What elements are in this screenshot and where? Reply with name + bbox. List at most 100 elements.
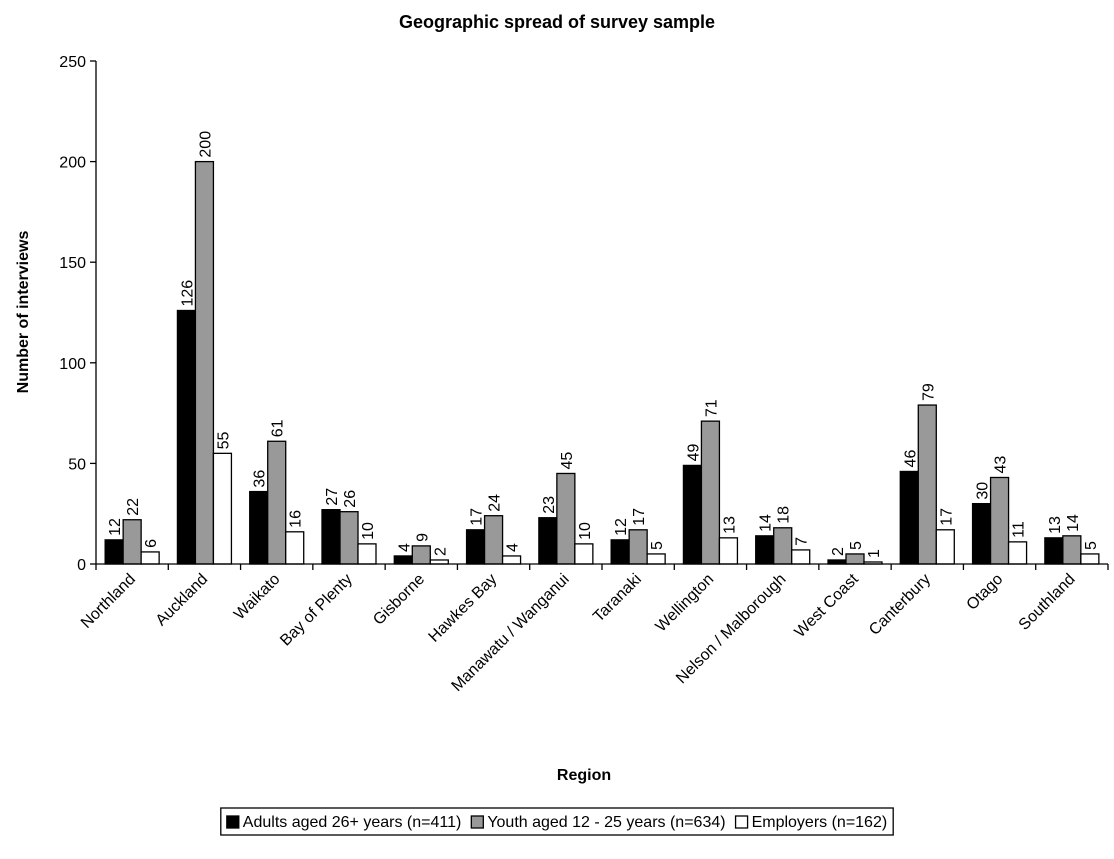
data-label-series-2-12: 79	[920, 383, 937, 401]
bar-series-2-5	[411, 545, 431, 565]
data-label-series-1-13: 30	[975, 482, 992, 500]
x-axis-title: Region	[557, 767, 611, 784]
x-tick-label-6: Hawkes Bay	[426, 571, 501, 646]
bar-series-1-10	[755, 535, 775, 565]
data-label-series-1-1: 12	[107, 518, 124, 536]
legend-label-3: Employers (n=162)	[752, 814, 888, 831]
bar-series-2-2	[194, 160, 215, 565]
bar-series-2-6	[483, 515, 504, 565]
y-tick-label-4: 150	[59, 255, 86, 272]
legend-swatch-1	[226, 815, 240, 829]
bar-series-1-6	[465, 529, 486, 565]
data-label-series-2-3: 61	[270, 419, 287, 437]
x-tick-label-9: Wellington	[653, 571, 718, 636]
legend-box	[220, 807, 894, 836]
data-label-series-1-6: 17	[469, 508, 486, 526]
bar-series-1-12	[899, 470, 919, 565]
data-label-series-3-8: 5	[649, 541, 666, 550]
data-label-series-2-10: 18	[776, 506, 793, 524]
data-label-series-3-6: 4	[505, 543, 522, 552]
bar-series-1-7	[538, 517, 558, 565]
legend-item-1: Adults aged 26+ years (n=411)	[226, 814, 462, 831]
data-label-series-1-4: 27	[324, 488, 341, 506]
data-label-series-3-9: 13	[721, 516, 738, 534]
data-label-series-2-9: 71	[703, 399, 720, 417]
bar-series-2-3	[267, 440, 287, 565]
legend: Adults aged 26+ years (n=411) Youth aged …	[220, 807, 894, 836]
bar-series-2-12	[917, 404, 937, 565]
data-label-series-3-4: 10	[360, 522, 377, 540]
legend-swatch-3	[734, 815, 749, 829]
y-tick-label-6: 250	[59, 54, 86, 71]
data-label-series-2-14: 14	[1065, 514, 1082, 532]
bar-series-3-10	[791, 549, 811, 565]
data-label-series-3-14: 5	[1083, 541, 1100, 550]
legend-item-3: Employers (n=162)	[734, 814, 888, 831]
data-label-series-3-12: 17	[938, 508, 955, 526]
x-tick-label-2: Auckland	[153, 571, 212, 630]
bar-series-3-7	[574, 543, 594, 565]
x-tick-label-4: Bay of Plenty	[277, 571, 356, 650]
data-label-series-3-3: 16	[288, 510, 305, 528]
legend-label-1: Adults aged 26+ years (n=411)	[243, 814, 462, 831]
data-label-series-3-7: 10	[577, 522, 594, 540]
bar-series-2-8	[628, 529, 648, 565]
legend-label-2: Youth aged 12 - 25 years (n=634)	[487, 814, 725, 831]
data-label-series-2-7: 45	[559, 452, 576, 470]
bar-series-1-3	[249, 490, 269, 565]
bar-series-1-1	[104, 539, 124, 565]
bar-series-2-1	[122, 519, 142, 565]
data-label-series-1-11: 2	[830, 547, 847, 556]
data-label-series-2-4: 26	[342, 490, 359, 508]
legend-item-2: Youth aged 12 - 25 years (n=634)	[470, 814, 726, 831]
data-label-series-2-11: 5	[848, 541, 865, 550]
x-tick-label-3: Waikato	[231, 571, 284, 624]
data-label-series-1-9: 49	[685, 444, 702, 462]
y-axis-title: Number of interviews	[15, 231, 32, 394]
chart-title: Geographic spread of survey sample	[399, 12, 715, 32]
data-label-series-2-1: 22	[125, 498, 142, 516]
bar-series-2-7	[556, 472, 576, 565]
x-tick-label-11: West Coast	[792, 570, 863, 641]
data-label-series-1-2: 126	[179, 280, 196, 307]
bar-series-2-11	[845, 553, 865, 565]
bar-series-2-9	[700, 420, 721, 565]
data-label-series-2-2: 200	[197, 131, 214, 158]
x-tick-label-1: Northland	[78, 571, 139, 632]
bar-series-2-10	[773, 527, 793, 565]
plot-area: 1212636274172312491424630132220061269244…	[59, 54, 1109, 695]
bar-series-1-9	[682, 464, 703, 565]
data-label-series-3-10: 7	[794, 537, 811, 546]
data-label-series-1-5: 4	[396, 543, 413, 552]
data-label-series-2-5: 9	[414, 533, 431, 542]
bar-series-2-14	[1062, 535, 1082, 565]
data-label-series-1-7: 23	[541, 496, 558, 514]
bar-series-3-8	[646, 553, 666, 565]
bar-series-3-12	[935, 529, 955, 565]
data-label-series-1-14: 13	[1047, 516, 1064, 534]
bar-series-3-2	[212, 452, 233, 565]
bar-series-3-14	[1080, 553, 1100, 565]
data-label-series-3-2: 55	[215, 431, 232, 449]
bar-series-3-13	[1007, 541, 1028, 565]
bar-series-3-9	[718, 537, 739, 565]
bar-series-1-14	[1044, 537, 1064, 565]
bar-series-1-5	[393, 555, 413, 565]
bar-series-3-4	[357, 543, 377, 565]
y-tick-label-2: 50	[68, 456, 86, 473]
data-label-series-3-11: 1	[866, 549, 883, 558]
y-tick-label-3: 100	[59, 356, 86, 373]
bar-series-2-4	[339, 511, 359, 565]
bar-series-1-2	[176, 309, 197, 565]
data-label-series-1-8: 12	[613, 518, 630, 536]
x-tick-label-7: Manawatu / Wanganui	[449, 571, 573, 695]
y-tick-label-1: 0	[77, 557, 86, 574]
bar-series-1-13	[971, 502, 992, 565]
bar-series-1-8	[610, 539, 630, 565]
data-label-series-3-1: 6	[143, 539, 160, 548]
x-tick-label-14: Southland	[1016, 571, 1079, 634]
x-tick-label-8: Taranaki	[590, 571, 645, 626]
data-label-series-3-5: 2	[432, 547, 449, 556]
data-label-series-1-3: 36	[252, 470, 269, 488]
